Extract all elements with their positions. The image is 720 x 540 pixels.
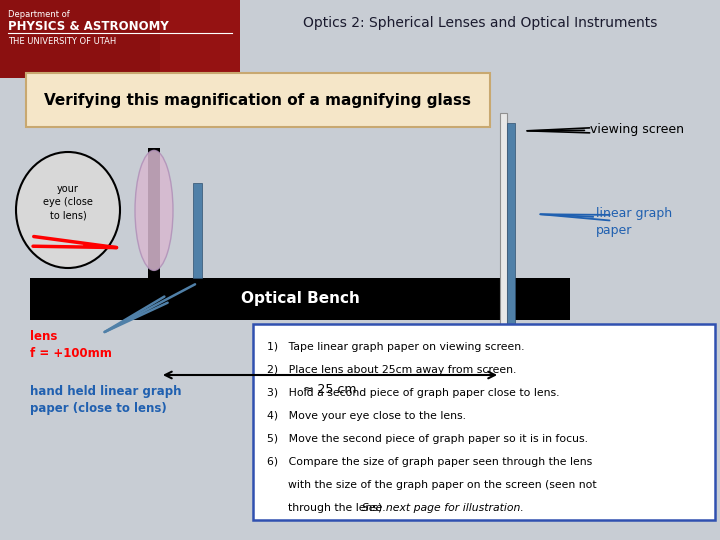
Bar bbox=[500, 113, 507, 352]
Text: viewing screen: viewing screen bbox=[527, 124, 684, 137]
Text: ≈ 25 cm: ≈ 25 cm bbox=[303, 383, 356, 396]
Bar bbox=[30, 278, 570, 320]
Text: Optical Bench: Optical Bench bbox=[240, 292, 359, 307]
Text: 1)   Tape linear graph paper on viewing screen.: 1) Tape linear graph paper on viewing sc… bbox=[267, 342, 524, 352]
Bar bbox=[148, 148, 160, 278]
Text: 6)   Compare the size of graph paper seen through the lens: 6) Compare the size of graph paper seen … bbox=[267, 457, 593, 467]
Text: 2)   Place lens about 25cm away from screen.: 2) Place lens about 25cm away from scree… bbox=[267, 365, 516, 375]
Text: 3)   Hold a second piece of graph paper close to lens.: 3) Hold a second piece of graph paper cl… bbox=[267, 388, 559, 398]
FancyBboxPatch shape bbox=[26, 73, 490, 127]
Text: PHYSICS & ASTRONOMY: PHYSICS & ASTRONOMY bbox=[8, 20, 168, 33]
Text: 4)   Move your eye close to the lens.: 4) Move your eye close to the lens. bbox=[267, 411, 466, 421]
Text: Department of: Department of bbox=[8, 10, 70, 19]
FancyBboxPatch shape bbox=[253, 324, 715, 520]
Ellipse shape bbox=[135, 151, 173, 271]
Bar bbox=[0, 0, 240, 78]
Bar bbox=[0, 0, 720, 78]
Text: through the lens).: through the lens). bbox=[267, 503, 392, 513]
Bar bbox=[507, 123, 515, 344]
Text: 5)   Move the second piece of graph paper so it is in focus.: 5) Move the second piece of graph paper … bbox=[267, 434, 588, 444]
Bar bbox=[193, 183, 202, 278]
Text: Optics 2: Spherical Lenses and Optical Instruments: Optics 2: Spherical Lenses and Optical I… bbox=[303, 16, 657, 30]
Text: THE UNIVERSITY OF UTAH: THE UNIVERSITY OF UTAH bbox=[8, 37, 116, 46]
Text: Verifying this magnification of a magnifying glass: Verifying this magnification of a magnif… bbox=[44, 92, 471, 107]
Ellipse shape bbox=[16, 152, 120, 268]
Text: with the size of the graph paper on the screen (seen not: with the size of the graph paper on the … bbox=[267, 480, 597, 490]
Text: your
eye (close
to lens): your eye (close to lens) bbox=[43, 184, 93, 220]
Text: lens
f = +100mm: lens f = +100mm bbox=[30, 330, 112, 360]
Text: hand held linear graph
paper (close to lens): hand held linear graph paper (close to l… bbox=[30, 385, 181, 415]
Bar bbox=[160, 0, 240, 78]
Text: linear graph
paper: linear graph paper bbox=[596, 207, 672, 237]
Text: See next page for illustration.: See next page for illustration. bbox=[362, 503, 524, 513]
